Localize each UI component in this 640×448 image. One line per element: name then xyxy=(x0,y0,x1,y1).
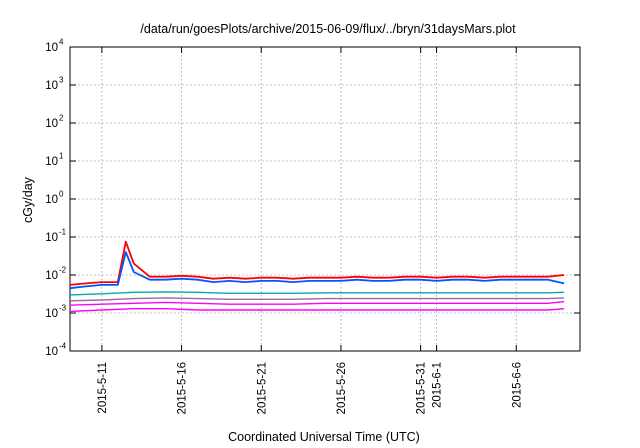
y-tick-label: 10 4 xyxy=(45,38,64,55)
x-tick-label: 2015-5-16 xyxy=(177,362,189,414)
plot-frame xyxy=(69,46,581,352)
y-tick-label-exponent: -1 xyxy=(59,228,67,237)
y-tick-label: 10 3 xyxy=(45,76,64,93)
x-tick-label: 2015-5-21 xyxy=(256,362,268,414)
y-tick-label-exponent: 2 xyxy=(59,114,64,123)
y-tick-label-base: 10 xyxy=(45,270,58,282)
y-tick-label: 10 2 xyxy=(45,114,64,131)
series-line-5 xyxy=(69,300,565,306)
chart-title: /data/run/goesPlots/archive/2015-06-09/f… xyxy=(140,22,516,36)
y-tick-label-exponent: 0 xyxy=(59,190,64,199)
y-tick-label-base: 10 xyxy=(45,42,58,54)
y-tick-label-base: 10 xyxy=(45,346,58,358)
y-tick-label-base: 10 xyxy=(45,118,58,130)
y-tick-label-exponent: -2 xyxy=(59,266,67,275)
x-tick-label: 2015-6-1 xyxy=(432,362,444,408)
series-line-4 xyxy=(69,297,565,302)
x-tick-label: 2015-6-6 xyxy=(511,362,523,408)
series-line-2 xyxy=(69,251,565,290)
series-line-6 xyxy=(69,308,565,313)
y-tick-label: 10 -2 xyxy=(45,266,66,283)
y-tick-label-exponent: -4 xyxy=(59,342,67,351)
y-tick-label: 10 -3 xyxy=(45,304,66,321)
y-axis-label: cGy/day xyxy=(21,176,35,223)
y-tick-label-exponent: -3 xyxy=(59,304,67,313)
y-tick-label: 10 0 xyxy=(45,190,64,207)
y-tick-label: 10 -1 xyxy=(45,228,66,245)
y-tick-label-base: 10 xyxy=(45,194,58,206)
y-tick-label: 10 -4 xyxy=(45,342,66,359)
y-tick-label-base: 10 xyxy=(45,308,58,320)
x-axis-label: Coordinated Universal Time (UTC) xyxy=(228,430,420,444)
y-tick-label-exponent: 1 xyxy=(59,152,64,161)
x-tick-label: 2015-5-31 xyxy=(416,362,428,414)
x-tick-label: 2015-5-11 xyxy=(97,362,109,414)
y-tick-label-base: 10 xyxy=(45,156,58,168)
y-tick-label-exponent: 3 xyxy=(59,76,64,85)
y-tick-label-base: 10 xyxy=(45,232,58,244)
series-line-1 xyxy=(69,240,565,286)
series-line-3 xyxy=(69,291,565,296)
x-tick-label: 2015-5-26 xyxy=(336,362,348,414)
y-tick-label-base: 10 xyxy=(45,80,58,92)
y-tick-label: 10 1 xyxy=(45,152,64,169)
y-tick-label-exponent: 4 xyxy=(59,38,64,47)
